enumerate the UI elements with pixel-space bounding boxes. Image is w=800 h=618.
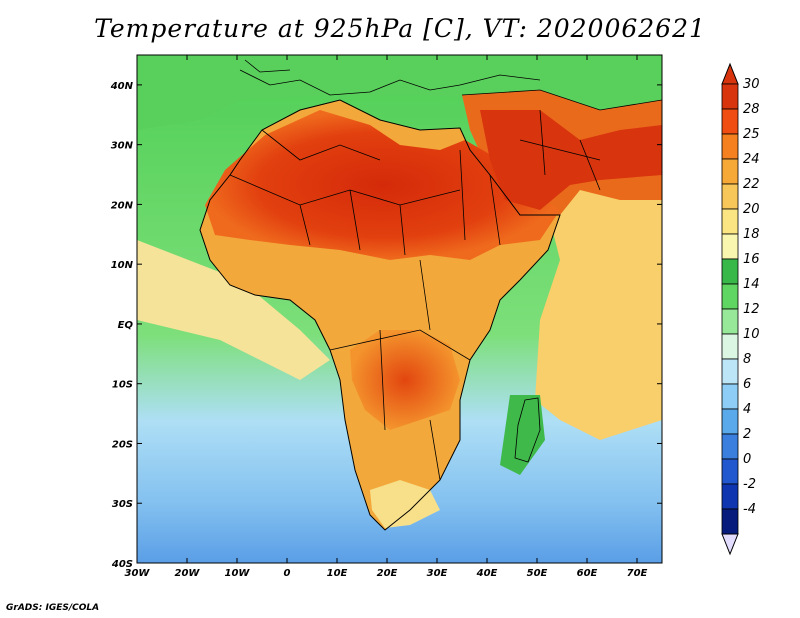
colorbar-label: 24: [743, 152, 760, 167]
colorbar-label: 2: [743, 427, 751, 442]
lat-tick-label: 20N: [111, 200, 134, 211]
colorbar-segment: [721, 133, 739, 160]
lat-tick-label: 40S: [111, 559, 133, 570]
colorbar-label: 30: [743, 77, 760, 92]
madagascar-outline: [514, 397, 541, 463]
colorbar-label: -4: [743, 502, 756, 517]
colorbar-label: 16: [743, 252, 760, 267]
colorbar-segment: [721, 158, 739, 185]
lon-tick-label: 40E: [476, 568, 498, 579]
atlantic-warm-band: [137, 240, 330, 380]
colorbar-label: 6: [743, 377, 751, 392]
south-africa-cool-zone: [370, 480, 440, 528]
colorbar-label: -2: [743, 477, 756, 492]
map-title: Temperature at 925hPa [C], VT: 202006262…: [94, 14, 706, 43]
longitude-axis: 30W 20W 10W 0 10E 20E 30E 40E 50E 60E 70E: [125, 55, 648, 579]
lat-tick-label: 20S: [112, 439, 133, 450]
colorbar-segment: [721, 508, 739, 535]
sahara-hot-core: [205, 110, 560, 260]
indian-ocean-warm-field: [535, 150, 662, 440]
colorbar-segment: [721, 308, 739, 335]
lon-tick-label: 30E: [427, 568, 448, 579]
colorbar-segment: [721, 358, 739, 385]
colorbar-label: 10: [743, 327, 760, 342]
colorbar-bottom-cap: [721, 533, 739, 556]
colorbar-segment: [721, 258, 739, 285]
colorbar-label: 22: [743, 177, 760, 192]
lat-tick-label: 40N: [110, 81, 134, 92]
colorbar-label: 4: [743, 402, 751, 417]
colorbar-label: 12: [743, 302, 760, 317]
credit-text: GrADS: IGES/COLA: [6, 603, 100, 613]
colorbar-label: 14: [743, 277, 760, 292]
lon-tick-label: 10E: [327, 568, 348, 579]
colorbar-label: 18: [743, 227, 760, 242]
colorbar-segment: [721, 458, 739, 485]
lon-tick-label: 50E: [527, 568, 548, 579]
colorbar-segment: [721, 108, 739, 135]
lat-tick-label: EQ: [118, 320, 134, 331]
lat-tick-label: 30S: [112, 499, 133, 510]
arabia-hot-core: [480, 110, 662, 210]
colorbar-segment: [721, 83, 739, 110]
colorbar-label: 0: [743, 452, 751, 467]
lon-tick-label: 30W: [125, 568, 151, 579]
madagascar-mozambique-green: [500, 395, 545, 475]
lon-tick-label: 10W: [225, 568, 251, 579]
colorbar-segment: [721, 383, 739, 410]
colorbar-segment: [721, 408, 739, 435]
lon-tick-label: 20E: [377, 568, 398, 579]
map-frame: [136, 54, 663, 564]
colorbar-segment: [721, 433, 739, 460]
country-borders: [229, 129, 501, 481]
lat-tick-label: 10S: [112, 380, 133, 391]
colorbar-segment: [721, 283, 739, 310]
colorbar-label: 28: [743, 102, 760, 117]
lat-tick-label: 10N: [111, 260, 134, 271]
colorbar-segment: [721, 183, 739, 210]
arabia-borders: [461, 89, 662, 191]
lat-tick-label: 30N: [111, 141, 134, 152]
lon-tick-label: 60E: [577, 568, 598, 579]
latitude-axis: 40N 30N 20N 10N EQ 10S 20S 30S 40S: [110, 81, 662, 570]
southern-africa-hot-zone: [350, 330, 460, 430]
colorbar-segment: [721, 483, 739, 510]
colorbar-label: 8: [743, 352, 751, 367]
lon-tick-label: 70E: [627, 568, 648, 579]
europe-green-field: [137, 55, 662, 130]
map-area: [137, 55, 662, 563]
colorbar-segment: [721, 233, 739, 260]
colorbar-segment: [721, 208, 739, 235]
colorbar-label: 20: [743, 202, 760, 217]
africa-coastline: [199, 99, 561, 531]
colorbar-label: 25: [743, 127, 760, 142]
lon-tick-label: 0: [284, 568, 291, 579]
colorbar-segment: [721, 333, 739, 360]
colorbar-top-cap: [721, 62, 739, 85]
europe-coastline: [239, 59, 541, 96]
lon-tick-label: 20W: [175, 568, 201, 579]
